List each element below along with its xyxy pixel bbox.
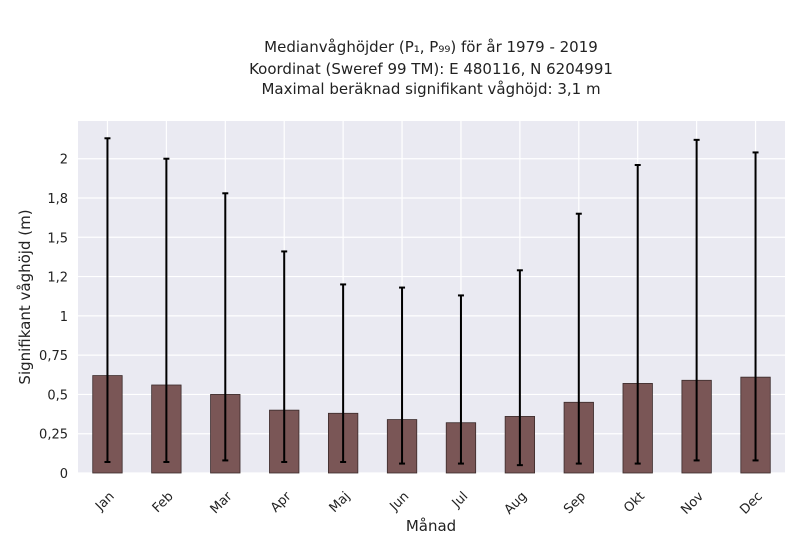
x-tick-label-jun: Jun bbox=[387, 489, 413, 515]
x-tick-label-maj: Maj bbox=[327, 489, 354, 516]
y-tick-label-0: 0 bbox=[60, 467, 68, 482]
y-axis-label: Signifikant våghöjd (m) bbox=[16, 209, 34, 384]
y-tick-label-8: 2 bbox=[60, 153, 68, 168]
chart-title: Medianvåghöjder (P₁, P₉₉) för år 1979 - … bbox=[249, 38, 613, 98]
y-tick-label-5: 1,2 bbox=[47, 271, 68, 286]
y-tick-label-4: 1 bbox=[60, 310, 68, 325]
y-tick-label-1: 0,25 bbox=[39, 428, 68, 443]
x-tick-label-aug: Aug bbox=[502, 489, 531, 518]
y-tick-label-7: 1,8 bbox=[47, 192, 68, 207]
x-tick-label-jul: Jul bbox=[449, 489, 471, 511]
title-line-3: Maximal beräknad signifikant våghöjd: 3,… bbox=[261, 80, 600, 98]
x-ticks: Jan Feb Mar Apr Maj Jun Jul Aug Sep Okt Nov Dec bbox=[92, 489, 766, 518]
y-tick-label-3: 0,75 bbox=[39, 349, 68, 364]
x-tick-label-apr: Apr bbox=[268, 489, 295, 516]
error-bars bbox=[104, 137, 759, 467]
title-line-2: Koordinat (Sweref 99 TM): E 480116, N 62… bbox=[249, 60, 613, 78]
x-tick-label-feb: Feb bbox=[150, 489, 177, 516]
x-tick-label-okt: Okt bbox=[621, 489, 648, 516]
x-tick-label-mar: Mar bbox=[208, 489, 236, 517]
y-tick-label-6: 1,5 bbox=[47, 231, 68, 246]
x-tick-label-nov: Nov bbox=[678, 489, 707, 518]
x-tick-label-jan: Jan bbox=[92, 489, 117, 514]
plot-area bbox=[78, 121, 785, 473]
y-tick-label-2: 0,5 bbox=[47, 388, 68, 403]
x-tick-label-sep: Sep bbox=[561, 489, 589, 517]
title-line-1: Medianvåghöjder (P₁, P₉₉) för år 1979 - … bbox=[264, 38, 598, 56]
y-ticks: 0 0,25 0,5 0,75 1 1,2 1,5 1,8 2 bbox=[39, 153, 68, 482]
x-tick-label-dec: Dec bbox=[737, 489, 765, 517]
x-axis-label: Månad bbox=[406, 517, 456, 535]
